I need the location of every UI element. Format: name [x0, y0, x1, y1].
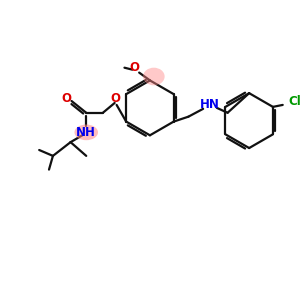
Text: O: O: [111, 92, 121, 105]
Text: O: O: [129, 61, 139, 74]
Text: O: O: [61, 92, 72, 105]
Text: Cl: Cl: [288, 95, 300, 109]
Ellipse shape: [74, 124, 98, 140]
Text: HN: HN: [200, 98, 220, 111]
Text: NH: NH: [76, 126, 96, 139]
Ellipse shape: [143, 68, 165, 85]
